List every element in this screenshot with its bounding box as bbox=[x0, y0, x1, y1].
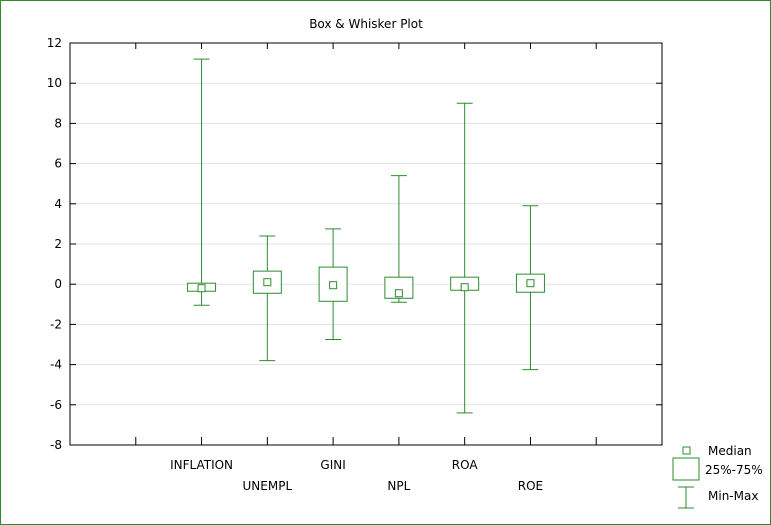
box-unempl bbox=[252, 235, 282, 362]
box-roa bbox=[450, 102, 480, 414]
grid-lines bbox=[70, 82, 662, 406]
y-tick-label: 6 bbox=[54, 157, 62, 171]
category-label: GINI bbox=[320, 458, 345, 472]
box-inflation bbox=[187, 58, 217, 306]
box-gini bbox=[318, 228, 348, 340]
y-tick-label: -4 bbox=[50, 358, 62, 372]
legend-box-symbol bbox=[672, 457, 700, 481]
legend-median-label: Median bbox=[708, 444, 752, 458]
category-label: INFLATION bbox=[170, 458, 233, 472]
median-marker bbox=[197, 284, 206, 293]
median-marker bbox=[394, 289, 403, 298]
y-tick-label: -6 bbox=[50, 398, 62, 412]
legend-box-label: 25%-75% bbox=[705, 463, 763, 477]
boxes bbox=[187, 58, 545, 414]
category-label: ROA bbox=[452, 458, 479, 472]
y-tick-label: 12 bbox=[47, 36, 62, 50]
median-marker bbox=[263, 278, 272, 287]
y-tick-label: 8 bbox=[54, 116, 62, 130]
category-label: NPL bbox=[387, 479, 410, 493]
chart-title: Box & Whisker Plot bbox=[309, 17, 423, 31]
category-label: UNEMPL bbox=[243, 479, 293, 493]
y-tick-label: 4 bbox=[54, 197, 62, 211]
iqr-box bbox=[384, 276, 414, 299]
category-label: ROE bbox=[518, 479, 543, 493]
median-marker bbox=[329, 281, 338, 290]
box-npl bbox=[384, 175, 414, 303]
median-marker bbox=[460, 283, 469, 292]
median-marker bbox=[526, 279, 535, 288]
y-tick-label: -8 bbox=[50, 438, 62, 452]
legend: Median 25%-75% Min-Max bbox=[672, 444, 763, 509]
legend-median-symbol bbox=[682, 446, 691, 455]
legend-whisker-label: Min-Max bbox=[708, 489, 758, 503]
y-tick-label: 2 bbox=[54, 237, 62, 251]
y-tick-label: -2 bbox=[50, 317, 62, 331]
axes: 12 10 8 6 4 2 0 -2 -4 -6 -8 INFLATION UNEMPL GINI NPL R… bbox=[47, 36, 662, 493]
y-tick-label: 0 bbox=[54, 277, 62, 291]
y-tick-label: 10 bbox=[47, 76, 62, 90]
box-roe bbox=[515, 205, 545, 371]
